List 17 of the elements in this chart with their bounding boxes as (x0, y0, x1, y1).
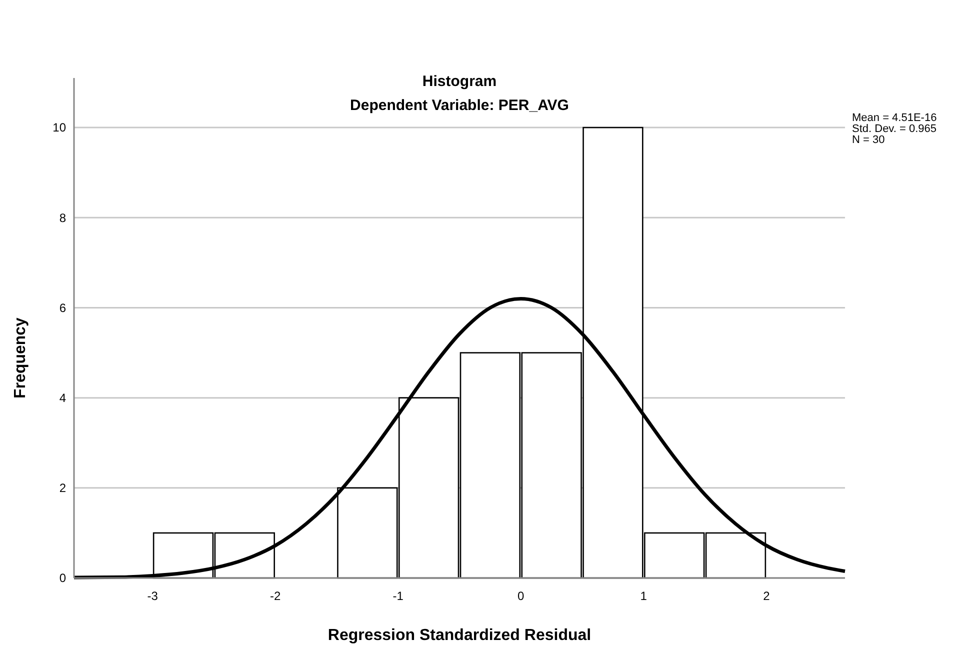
text: Mean = 4.51E-16 Std. Dev. = 0.965 N = 30 (852, 112, 937, 146)
x-tick-label: 1 (640, 589, 648, 603)
x-tick-label: -3 (147, 589, 158, 603)
y-tick-label: 6 (59, 300, 66, 315)
text: Dependent Variable: PER_AVG (350, 97, 569, 114)
x-tick-label: -1 (392, 589, 404, 603)
x-tick-label: 0 (518, 589, 525, 603)
y-tick-label: 4 (59, 391, 66, 406)
y-tick-label: 10 (52, 120, 66, 135)
y-tick-label: 2 (59, 481, 66, 496)
x-tick-label: -2 (270, 589, 282, 603)
chart-title: Histogram (422, 73, 497, 90)
y-axis-title: Frequency (12, 317, 29, 398)
y-tick-label: 8 (59, 210, 66, 225)
x-tick-label: 2 (763, 589, 770, 603)
x-axis-title: Regression Standardized Residual (328, 627, 592, 644)
y-tick-label: 0 (59, 571, 66, 586)
